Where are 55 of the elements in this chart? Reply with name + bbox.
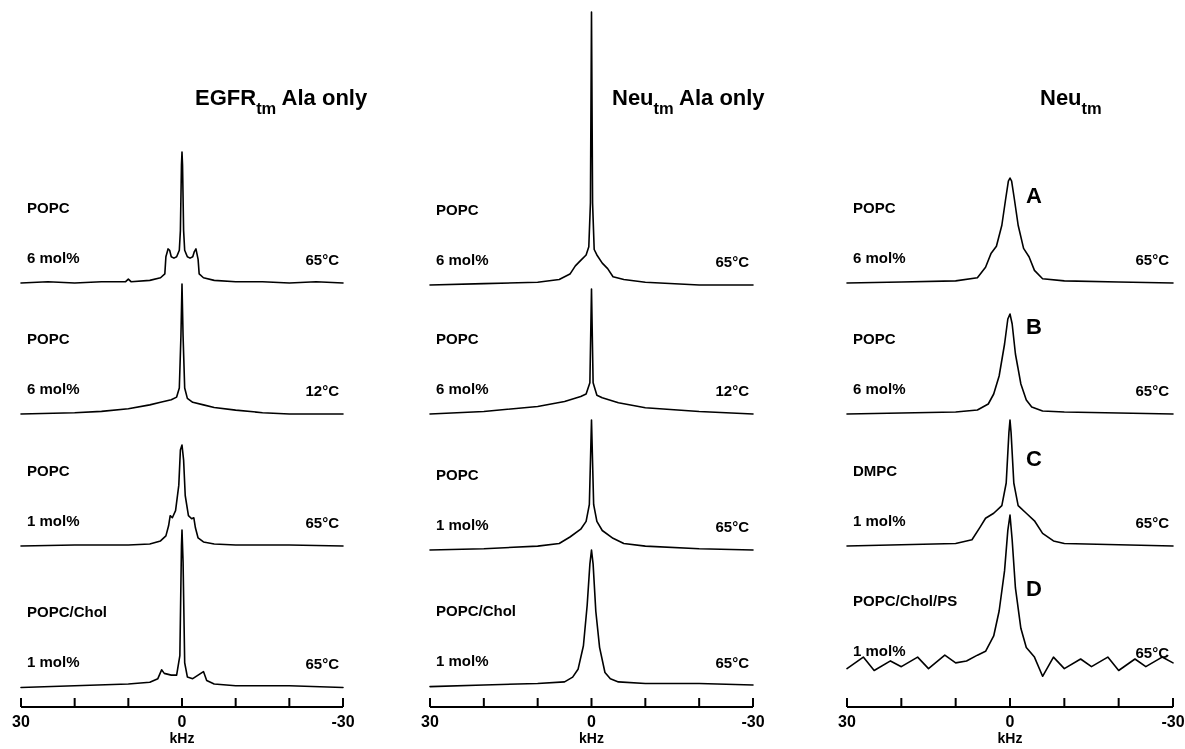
x-tick-label: 30 (12, 713, 30, 730)
annotation: D (1026, 576, 1042, 601)
x-axis-title: kHz (169, 730, 195, 746)
annotation: 6 mol% (436, 251, 489, 268)
annotation: 6 mol% (853, 249, 906, 266)
x-tick-label: 0 (1005, 713, 1015, 730)
x-tick-label: -30 (741, 713, 765, 730)
annotation: 65°C (305, 655, 340, 672)
annotation: 1 mol% (27, 512, 80, 529)
annotation: C (1026, 446, 1042, 471)
annotation: DMPC (853, 462, 898, 479)
annotation: POPC/Chol/PS (853, 592, 958, 609)
annotation: POPC (27, 330, 70, 347)
x-tick-label: -30 (1161, 713, 1185, 730)
x-tick-label: 30 (421, 713, 439, 730)
annotation: POPC/Chol (436, 602, 517, 619)
annotation: 1 mol% (436, 516, 489, 533)
annotation: 65°C (305, 251, 340, 268)
annotation: POPC (436, 201, 479, 218)
annotation: POPC (436, 466, 479, 483)
annotation: 1 mol% (853, 642, 906, 659)
x-tick-label: 30 (838, 713, 856, 730)
annotation: 65°C (1135, 251, 1170, 268)
annotation: POPC/Chol (27, 603, 108, 620)
annotation: 65°C (1135, 644, 1170, 661)
x-tick-label: -30 (331, 713, 355, 730)
annotation: B (1026, 314, 1042, 339)
annotation: POPC (853, 330, 896, 347)
annotation: POPC (436, 330, 479, 347)
annotation: 6 mol% (27, 249, 80, 266)
annotation: 65°C (715, 253, 750, 270)
annotation: A (1026, 183, 1042, 208)
annotation: 65°C (1135, 514, 1170, 531)
x-tick-label: 0 (177, 713, 187, 730)
text: Neu$_{tm}$ Ala only (612, 85, 766, 117)
annotation: 65°C (715, 518, 750, 535)
chart-title: Neu$_{tm}$ (1040, 85, 1102, 117)
annotation: POPC (853, 199, 896, 216)
annotation: 12°C (305, 382, 340, 399)
annotation: 65°C (1135, 382, 1170, 399)
annotation: 6 mol% (436, 380, 489, 397)
annotation: 65°C (715, 654, 750, 671)
annotation: 65°C (305, 514, 340, 531)
annotation: 12°C (715, 382, 750, 399)
annotation: POPC (27, 199, 70, 216)
annotation: POPC (27, 462, 70, 479)
annotation: 1 mol% (853, 512, 906, 529)
annotation: 1 mol% (27, 653, 80, 670)
x-axis-title: kHz (997, 730, 1023, 746)
x-axis-title: kHz (579, 730, 604, 746)
x-tick-label: 0 (587, 713, 597, 730)
chart-title: EGFR$_{tm}$ Ala only (195, 85, 368, 117)
annotation: 1 mol% (436, 652, 489, 669)
annotation: 6 mol% (27, 380, 80, 397)
annotation: 6 mol% (853, 380, 906, 397)
